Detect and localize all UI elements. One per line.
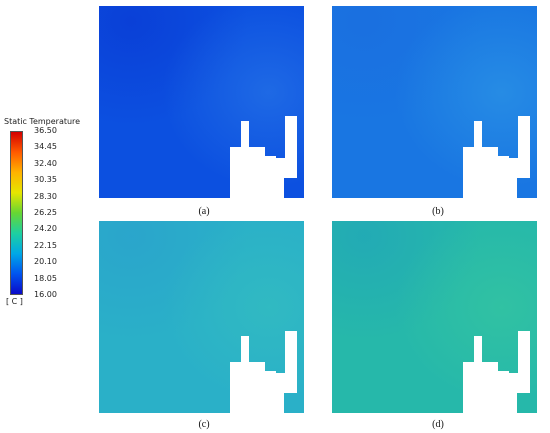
obstacle-block [474, 121, 482, 149]
obstacle-block [537, 221, 544, 413]
colorbar-tick-label: 28.30 [34, 191, 57, 201]
obstacle-block [509, 373, 530, 393]
colorbar-tick-label: 16.00 [34, 290, 57, 299]
obstacle-block [265, 156, 276, 198]
legend-unit: [ C ] [6, 297, 23, 306]
obstacle-block [276, 393, 284, 413]
obstacle-block [518, 331, 530, 381]
colorbar-tick-label: 24.20 [34, 224, 57, 234]
panel-caption-a: (a) [198, 206, 210, 217]
colorbar-tick-label: 26.25 [34, 208, 57, 217]
temperature-colorbar [10, 131, 23, 295]
colorbar-tick-label: 30.35 [34, 175, 57, 185]
panel-caption-b: (b) [432, 206, 444, 217]
obstacle-block [265, 371, 276, 413]
obstacle-block [230, 362, 265, 413]
colorbar-tick-label: 36.50 [34, 126, 57, 135]
panel-caption-d: (d) [432, 419, 444, 430]
obstacle-block [241, 336, 249, 364]
colorbar-tick-label: 20.10 [34, 257, 57, 267]
colorbar-tick-label: 32.40 [34, 158, 57, 168]
obstacle-block [276, 373, 297, 393]
colorbar-tick-label: 18.05 [34, 273, 57, 283]
obstacle-block [537, 6, 544, 198]
legend-title: Static Temperature [4, 117, 81, 126]
obstacle-block [498, 371, 509, 413]
obstacle-block [518, 116, 530, 166]
colorbar-tick-label: 34.45 [34, 142, 57, 152]
obstacle-block [241, 121, 249, 149]
obstacle-block [463, 362, 498, 413]
obstacle-block [509, 393, 517, 413]
obstacle-block [285, 331, 297, 381]
contour-panel-a [99, 6, 311, 198]
contour-panel-c [99, 221, 311, 413]
obstacle-block [276, 178, 284, 198]
contour-panel-d [332, 221, 544, 413]
obstacle-block [276, 158, 297, 178]
contour-panel-b [332, 6, 544, 198]
colorbar-tick-label: 22.15 [34, 240, 57, 250]
obstacle-block [304, 221, 311, 413]
obstacle-block [230, 147, 265, 198]
obstacle-block [509, 178, 517, 198]
obstacle-block [463, 147, 498, 198]
obstacle-block [285, 116, 297, 166]
obstacle-block [509, 158, 530, 178]
obstacle-block [498, 156, 509, 198]
obstacle-block [304, 6, 311, 198]
obstacle-block [474, 336, 482, 364]
panel-caption-c: (c) [198, 419, 210, 430]
